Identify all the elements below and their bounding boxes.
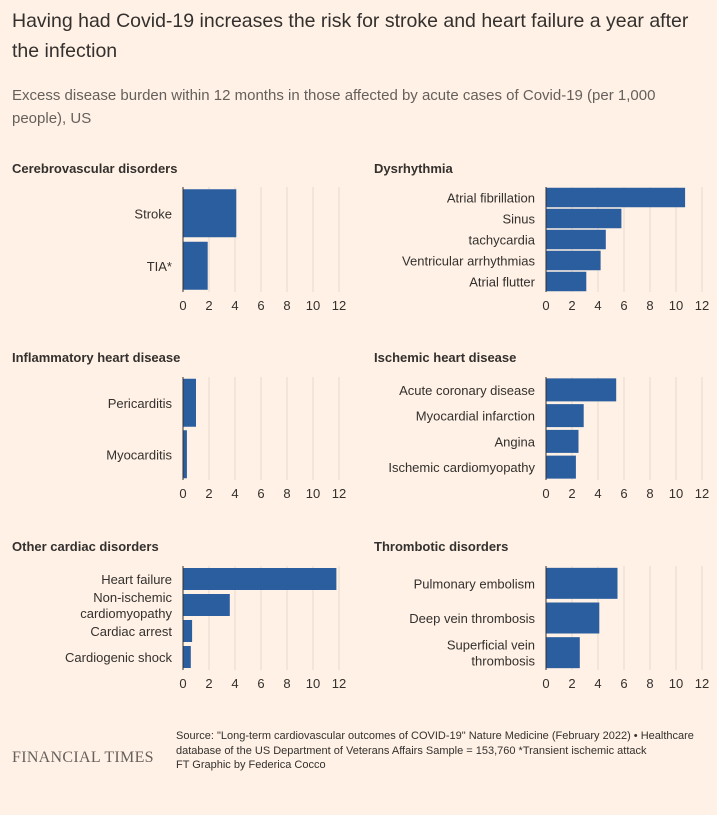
x-tick-label: 10	[306, 676, 320, 691]
x-tick-label: 2	[205, 676, 212, 691]
bar	[183, 646, 191, 668]
x-tick-label: 12	[332, 676, 346, 691]
bar	[546, 187, 686, 208]
category-label: Heart failure	[101, 572, 172, 587]
x-tick-label: 6	[620, 676, 627, 691]
category-label: Pulmonary embolism	[414, 576, 535, 591]
category-label: Sinus	[502, 212, 535, 227]
x-tick-label: 10	[669, 676, 683, 691]
x-tick-label: 6	[257, 676, 264, 691]
x-tick-label: 12	[695, 298, 709, 313]
x-tick-label: 0	[179, 298, 186, 313]
bar	[546, 404, 584, 428]
category-label: Cardiac arrest	[90, 624, 172, 639]
bar	[546, 208, 622, 229]
x-tick-label: 10	[306, 486, 320, 501]
x-tick-label: 6	[620, 486, 627, 501]
bar	[546, 567, 618, 599]
category-label: thrombosis	[471, 654, 535, 669]
category-label: Non-ischemic	[93, 590, 172, 605]
x-tick-label: 0	[179, 486, 186, 501]
x-tick-label: 12	[695, 486, 709, 501]
chart-title: Having had Covid-19 increases the risk f…	[12, 10, 689, 62]
panel-title: Thrombotic disorders	[374, 539, 508, 554]
bar	[546, 429, 579, 453]
x-tick-label: 4	[231, 298, 238, 313]
bar	[546, 602, 600, 634]
bar	[183, 189, 237, 238]
x-tick-label: 4	[594, 486, 601, 501]
panel-title: Cerebrovascular disorders	[12, 161, 177, 176]
category-label: cardiomyopathy	[80, 606, 172, 621]
x-tick-label: 4	[231, 676, 238, 691]
category-label: tachycardia	[469, 233, 536, 248]
x-tick-label: 8	[283, 298, 290, 313]
x-tick-label: 6	[620, 298, 627, 313]
category-label: Deep vein thrombosis	[409, 611, 535, 626]
bar	[183, 568, 337, 590]
x-tick-label: 2	[568, 298, 575, 313]
x-tick-label: 12	[695, 676, 709, 691]
category-label: Ventricular arrhythmias	[402, 254, 535, 269]
bar	[546, 637, 580, 669]
x-tick-label: 4	[594, 676, 601, 691]
x-tick-label: 8	[646, 676, 653, 691]
x-tick-label: 0	[542, 486, 549, 501]
panel-title: Other cardiac disorders	[12, 539, 159, 554]
category-label: Stroke	[134, 206, 172, 221]
bar	[546, 378, 617, 402]
x-tick-label: 8	[646, 486, 653, 501]
x-tick-label: 4	[231, 486, 238, 501]
source-note: Source: "Long-term cardiovascular outcom…	[176, 729, 706, 773]
bar	[546, 271, 587, 292]
category-label: Cardiogenic shock	[65, 650, 172, 665]
category-label: Myocarditis	[106, 447, 172, 462]
x-tick-label: 2	[205, 486, 212, 501]
category-label: Atrial fibrillation	[447, 191, 535, 206]
category-label: TIA*	[147, 259, 172, 274]
bar	[546, 455, 576, 479]
category-label: Ischemic cardiomyopathy	[388, 460, 535, 475]
bar	[546, 250, 601, 271]
graphic-credit: FT Graphic by Federica Cocco	[176, 759, 326, 771]
category-label: Angina	[495, 434, 536, 449]
chart-subtitle: Excess disease burden within 12 months i…	[12, 87, 656, 127]
x-tick-label: 0	[179, 676, 186, 691]
bar	[183, 241, 208, 290]
x-tick-label: 4	[594, 298, 601, 313]
category-label: Myocardial infarction	[416, 409, 535, 424]
bar	[183, 378, 196, 427]
panel-title: Ischemic heart disease	[374, 350, 516, 365]
x-tick-label: 0	[542, 676, 549, 691]
x-tick-label: 2	[568, 486, 575, 501]
x-tick-label: 6	[257, 486, 264, 501]
x-tick-label: 12	[332, 298, 346, 313]
category-label: Pericarditis	[108, 396, 173, 411]
x-tick-label: 6	[257, 298, 264, 313]
x-tick-label: 2	[568, 676, 575, 691]
bar	[546, 229, 606, 250]
ft-logo: FINANCIAL TIMES	[12, 749, 154, 766]
category-label: Superficial vein	[447, 638, 535, 653]
x-tick-label: 0	[542, 298, 549, 313]
x-tick-label: 8	[283, 676, 290, 691]
source-text: Source: "Long-term cardiovascular outcom…	[176, 730, 694, 757]
bar	[183, 594, 230, 616]
category-label: Atrial flutter	[469, 275, 535, 290]
x-tick-label: 2	[205, 298, 212, 313]
x-tick-label: 10	[306, 298, 320, 313]
bar	[183, 620, 193, 642]
x-tick-label: 10	[669, 486, 683, 501]
category-label: Acute coronary disease	[399, 383, 535, 398]
x-tick-label: 10	[669, 298, 683, 313]
x-tick-label: 8	[646, 298, 653, 313]
x-tick-label: 8	[283, 486, 290, 501]
panel-title: Inflammatory heart disease	[12, 350, 180, 365]
x-tick-label: 12	[332, 486, 346, 501]
bar	[183, 430, 187, 479]
panel-title: Dysrhythmia	[374, 161, 454, 176]
